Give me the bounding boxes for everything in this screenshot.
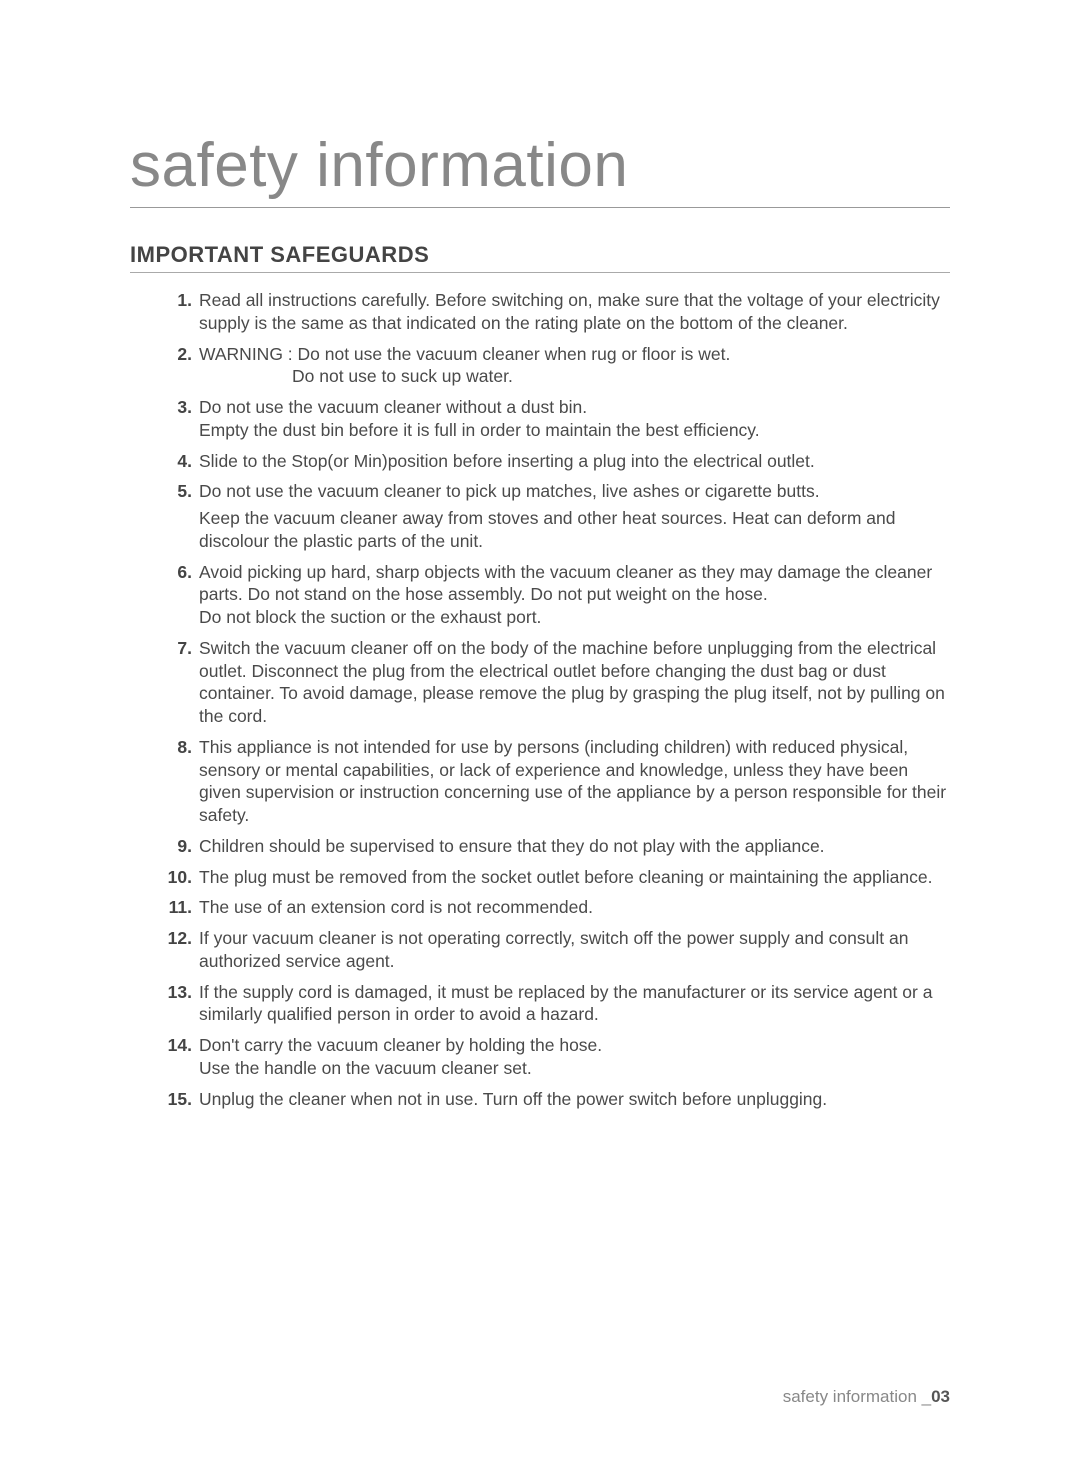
list-item-extra: Do not block the suction or the exhaust … bbox=[199, 606, 950, 629]
list-item-text: Avoid picking up hard, sharp objects wit… bbox=[199, 562, 932, 605]
list-item: Avoid picking up hard, sharp objects wit… bbox=[164, 561, 950, 629]
list-item: Unplug the cleaner when not in use. Turn… bbox=[164, 1088, 950, 1111]
list-item-text: The use of an extension cord is not reco… bbox=[199, 897, 593, 917]
list-item: Slide to the Stop(or Min)position before… bbox=[164, 450, 950, 473]
page-footer: safety information _03 bbox=[783, 1387, 950, 1407]
page-title: safety information bbox=[130, 130, 950, 201]
list-item-extra: Use the handle on the vacuum cleaner set… bbox=[199, 1057, 950, 1080]
list-item: The plug must be removed from the socket… bbox=[164, 866, 950, 889]
list-item-text: This appliance is not intended for use b… bbox=[199, 737, 946, 825]
list-item: The use of an extension cord is not reco… bbox=[164, 896, 950, 919]
list-item-text: Do not use the vacuum cleaner to pick up… bbox=[199, 481, 820, 501]
list-item-text: Switch the vacuum cleaner off on the bod… bbox=[199, 638, 945, 726]
list-item-text: WARNING : Do not use the vacuum cleaner … bbox=[199, 344, 730, 364]
list-item-text: If your vacuum cleaner is not operating … bbox=[199, 928, 908, 971]
list-item: Do not use the vacuum cleaner to pick up… bbox=[164, 480, 950, 552]
list-item-extra: Empty the dust bin before it is full in … bbox=[199, 419, 950, 442]
list-item-extra: Do not use to suck up water. bbox=[199, 365, 950, 388]
list-item-text: Children should be supervised to ensure … bbox=[199, 836, 825, 856]
safeguards-list: Read all instructions carefully. Before … bbox=[164, 289, 950, 1110]
list-item: Don't carry the vacuum cleaner by holdin… bbox=[164, 1034, 950, 1080]
list-item: WARNING : Do not use the vacuum cleaner … bbox=[164, 343, 950, 389]
list-item-text: Read all instructions carefully. Before … bbox=[199, 290, 940, 333]
list-item-text: Do not use the vacuum cleaner without a … bbox=[199, 397, 587, 417]
list-item: If the supply cord is damaged, it must b… bbox=[164, 981, 950, 1027]
list-item-extra: Keep the vacuum cleaner away from stoves… bbox=[199, 507, 950, 553]
list-item: Switch the vacuum cleaner off on the bod… bbox=[164, 637, 950, 728]
list-item-text: The plug must be removed from the socket… bbox=[199, 867, 932, 887]
list-item-text: Don't carry the vacuum cleaner by holdin… bbox=[199, 1035, 602, 1055]
list-item-text: Unplug the cleaner when not in use. Turn… bbox=[199, 1089, 827, 1109]
document-page: safety information IMPORTANT SAFEGUARDS … bbox=[0, 0, 1080, 1479]
list-item: If your vacuum cleaner is not operating … bbox=[164, 927, 950, 973]
page-number: 03 bbox=[931, 1387, 950, 1406]
list-item-text: Slide to the Stop(or Min)position before… bbox=[199, 451, 815, 471]
footer-label: safety information _ bbox=[783, 1387, 931, 1406]
list-item: Children should be supervised to ensure … bbox=[164, 835, 950, 858]
title-divider bbox=[130, 207, 950, 208]
section-heading: IMPORTANT SAFEGUARDS bbox=[130, 242, 950, 268]
list-item: Do not use the vacuum cleaner without a … bbox=[164, 396, 950, 442]
list-item: This appliance is not intended for use b… bbox=[164, 736, 950, 827]
section-divider bbox=[130, 272, 950, 273]
list-item-text: If the supply cord is damaged, it must b… bbox=[199, 982, 932, 1025]
list-item: Read all instructions carefully. Before … bbox=[164, 289, 950, 335]
